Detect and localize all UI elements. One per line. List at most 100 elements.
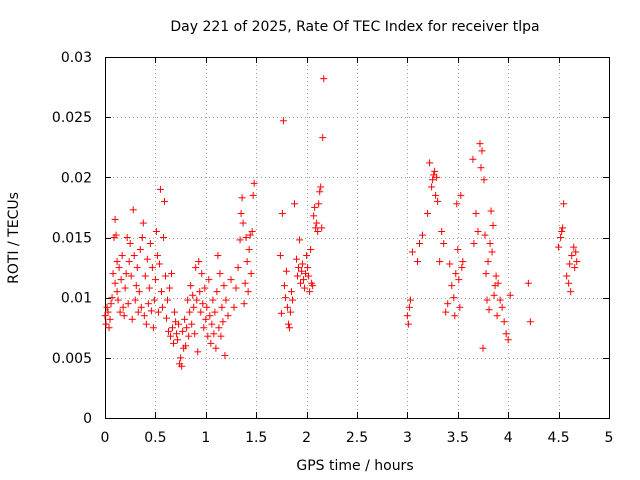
data-point [189,291,197,299]
data-point [135,288,143,296]
y-tick-label: 0.005 [52,351,92,367]
data-point [472,209,480,217]
data-point [138,234,146,241]
data-point [157,288,165,296]
data-point [147,307,155,315]
data-point [184,296,192,304]
data-point [121,284,129,292]
data-point [142,320,150,328]
data-point [140,312,148,320]
data-point [237,209,245,217]
data-point [148,264,156,272]
data-point [214,252,222,260]
data-point [316,188,324,196]
data-point [494,279,502,287]
data-point [278,209,286,217]
data-point [555,243,563,251]
data-point [163,296,171,304]
data-point [129,206,137,214]
data-point [222,296,230,304]
data-point [102,320,110,328]
plot-frame [105,57,610,419]
y-tick-label: 0.03 [61,50,92,66]
data-point [162,314,170,322]
data-point [136,246,144,254]
data-point [239,219,247,227]
x-tick-label: 1 [201,430,210,446]
data-point [208,320,216,328]
data-point [315,200,323,208]
data-point [191,330,199,338]
data-point [246,231,254,239]
data-point [132,282,140,290]
data-point [199,300,207,308]
data-point [404,320,412,328]
data-point [204,332,212,340]
data-point [488,248,496,256]
data-point [197,308,205,316]
x-tick-labels: 0 0.5 1 1.5 2 2.5 3 3.5 4 4.5 5 [101,430,614,446]
data-point [484,258,492,266]
data-point [165,327,173,335]
data-point [291,200,299,208]
data-point [558,227,566,235]
data-point [567,288,575,296]
data-point [131,296,139,304]
data-point [526,318,534,326]
data-point [112,231,120,239]
y-tick-labels: 0 0.005 0.01 0.015 0.02 0.025 0.03 [52,50,92,427]
data-point [249,191,257,199]
data-point [450,294,458,302]
data-point [175,320,183,328]
data-point [438,227,446,235]
data-point [111,279,119,287]
data-point [130,252,138,260]
data-point [240,300,248,308]
data-point [190,303,198,311]
data-point [477,164,485,172]
data-point [173,330,181,338]
data-point [506,291,514,299]
data-point [303,252,311,260]
data-point [113,258,121,266]
y-tick-label: 0 [83,411,92,427]
data-point [153,252,161,260]
data-point [194,348,202,356]
data-point [187,282,195,290]
data-point [171,308,179,316]
data-point [286,308,294,316]
data-point [500,318,508,326]
data-point [116,308,124,316]
data-point [470,240,478,248]
data-point [244,288,252,296]
data-point [403,312,411,320]
data-point [406,296,414,304]
data-point [202,315,210,323]
data-point [218,303,226,311]
data-point [314,227,322,235]
data-point [563,272,571,280]
x-tick-label: 0.5 [144,430,166,446]
data-point [455,276,463,284]
data-point [446,260,454,268]
data-point [185,332,193,340]
data-point [301,284,309,292]
data-point [211,308,219,316]
data-point [192,264,200,272]
data-point [452,270,460,278]
data-point [109,270,117,278]
data-point [493,312,501,320]
data-point [297,279,305,287]
data-point [568,252,576,260]
data-point [243,258,251,266]
data-point [188,320,196,328]
data-point [159,234,167,241]
data-point [155,260,163,268]
y-axis-title: ROTI / TECUs [6,192,22,284]
data-point [125,258,133,266]
data-point [242,234,250,241]
data-point [152,227,160,235]
data-point [434,197,442,205]
data-point [210,330,218,338]
data-point [144,300,152,308]
